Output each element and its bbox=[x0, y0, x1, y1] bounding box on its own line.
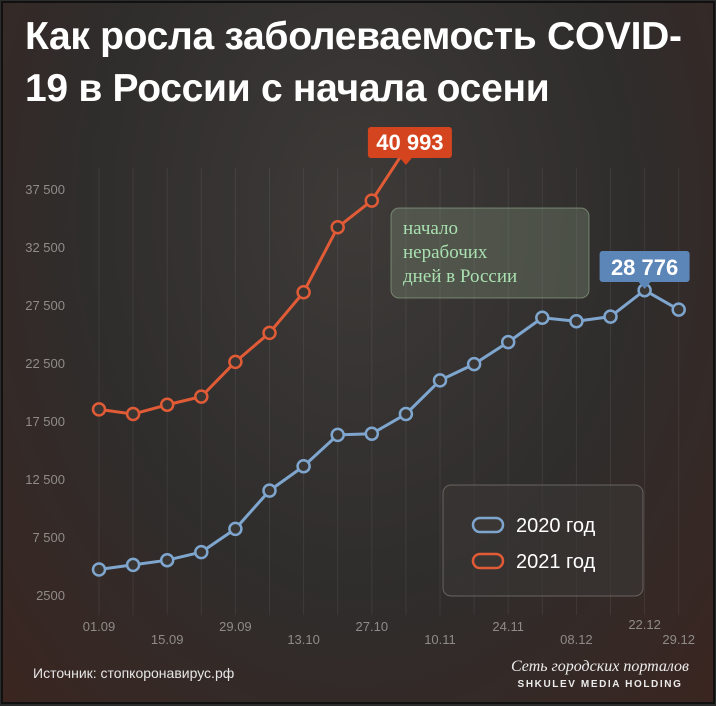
y-tick-label: 37 500 bbox=[25, 182, 65, 197]
data-point-2021 bbox=[228, 354, 243, 370]
data-point-2021 bbox=[194, 389, 209, 404]
data-point-2020 bbox=[535, 310, 550, 326]
x-tick-label: 08.12 bbox=[560, 632, 593, 647]
data-point-2020 bbox=[671, 302, 686, 317]
non-working-days-label-line: начало bbox=[403, 218, 458, 239]
y-tick-label: 27 500 bbox=[25, 298, 65, 313]
x-tick-label: 27.10 bbox=[356, 619, 389, 634]
x-tick-label: 24.11 bbox=[492, 619, 524, 634]
data-point-2020 bbox=[364, 426, 380, 442]
axes: 2500 7 500 12 500 17 500 22 500 27 500 32 500 3… bbox=[25, 182, 695, 647]
x-tick-label: 13.10 bbox=[287, 632, 320, 647]
x-tick-label: 29.12 bbox=[662, 632, 695, 647]
x-tick-label: 22.12 bbox=[628, 617, 661, 632]
y-tick-label: 17 500 bbox=[25, 414, 65, 429]
data-point-2021 bbox=[364, 193, 380, 208]
non-working-days-box bbox=[390, 207, 590, 299]
x-tick-label: 01.09 bbox=[83, 619, 116, 634]
x-tick-label: 15.09 bbox=[151, 632, 184, 647]
non-working-days-label: начало нерабочих дней в России bbox=[403, 218, 517, 287]
value-callout-2020 bbox=[599, 251, 690, 282]
y-tick-label: 12 500 bbox=[25, 472, 65, 487]
data-point-2020 bbox=[398, 406, 414, 422]
data-point-2020 bbox=[432, 373, 448, 388]
data-point-2020 bbox=[466, 356, 482, 372]
value-label-2021: 40 993 bbox=[376, 130, 443, 155]
data-point-2020 bbox=[296, 458, 311, 474]
x-tick-label: 10.11 bbox=[424, 632, 456, 647]
value-label-2020: 28 776 bbox=[611, 255, 678, 280]
legend-swatch-2020 bbox=[471, 516, 505, 534]
data-point-2021 bbox=[91, 402, 107, 417]
line-chart: 2500 7 500 12 500 17 500 22 500 27 500 32 500 3… bbox=[25, 127, 695, 647]
legend: 2020 год 2021 год bbox=[442, 484, 644, 597]
non-working-days-label-line: нерабочих bbox=[403, 242, 488, 263]
non-working-days-label-line: дней в России bbox=[403, 266, 517, 287]
data-point-2020 bbox=[125, 557, 141, 573]
data-point-2020 bbox=[228, 521, 243, 537]
brand-holding-text: SHKULEV MEDIA HOLDING bbox=[517, 679, 683, 690]
data-point-2021 bbox=[296, 284, 311, 300]
y-tick-label: 7 500 bbox=[32, 530, 65, 545]
source-note: Источник: стопкоронавирус.рф bbox=[33, 665, 235, 681]
x-tick-label: 29.09 bbox=[219, 619, 252, 634]
brand-logo: Сеть городских порталов SHKULEV MEDIA HO… bbox=[511, 658, 689, 690]
data-point-2020 bbox=[500, 334, 516, 350]
legend-label-2021: 2021 год bbox=[516, 551, 596, 573]
series-line-2021 bbox=[98, 147, 408, 416]
y-tick-label: 2500 bbox=[36, 588, 65, 603]
y-tick-label: 32 500 bbox=[25, 240, 65, 255]
data-point-2021 bbox=[159, 397, 175, 413]
brand-network-text: Сеть городских порталов bbox=[511, 658, 689, 675]
data-point-2021 bbox=[262, 325, 277, 341]
data-point-2021 bbox=[330, 220, 345, 235]
data-point-2021 bbox=[125, 406, 141, 422]
legend-swatch-2021 bbox=[471, 552, 505, 570]
data-point-2020 bbox=[91, 562, 107, 577]
data-point-2020 bbox=[159, 552, 175, 568]
data-point-2020 bbox=[569, 313, 584, 329]
legend-label-2020: 2020 год bbox=[516, 515, 596, 537]
y-tick-label: 22 500 bbox=[25, 356, 65, 371]
data-point-2020 bbox=[603, 309, 618, 324]
chart-title: Как росла заболеваемость COVID-19 в Росс… bbox=[25, 15, 682, 110]
value-callout-2021 bbox=[367, 127, 452, 158]
annotations: 40 993 28 776 начало нерабочих дней в России bbox=[367, 127, 690, 299]
legend-box bbox=[442, 484, 644, 597]
value-callout-2020-pointer bbox=[638, 282, 651, 289]
data-point-2020 bbox=[330, 427, 345, 443]
value-callout-2021-pointer bbox=[399, 158, 412, 165]
data-point-2020 bbox=[262, 483, 277, 498]
data-point-2020 bbox=[194, 544, 209, 560]
